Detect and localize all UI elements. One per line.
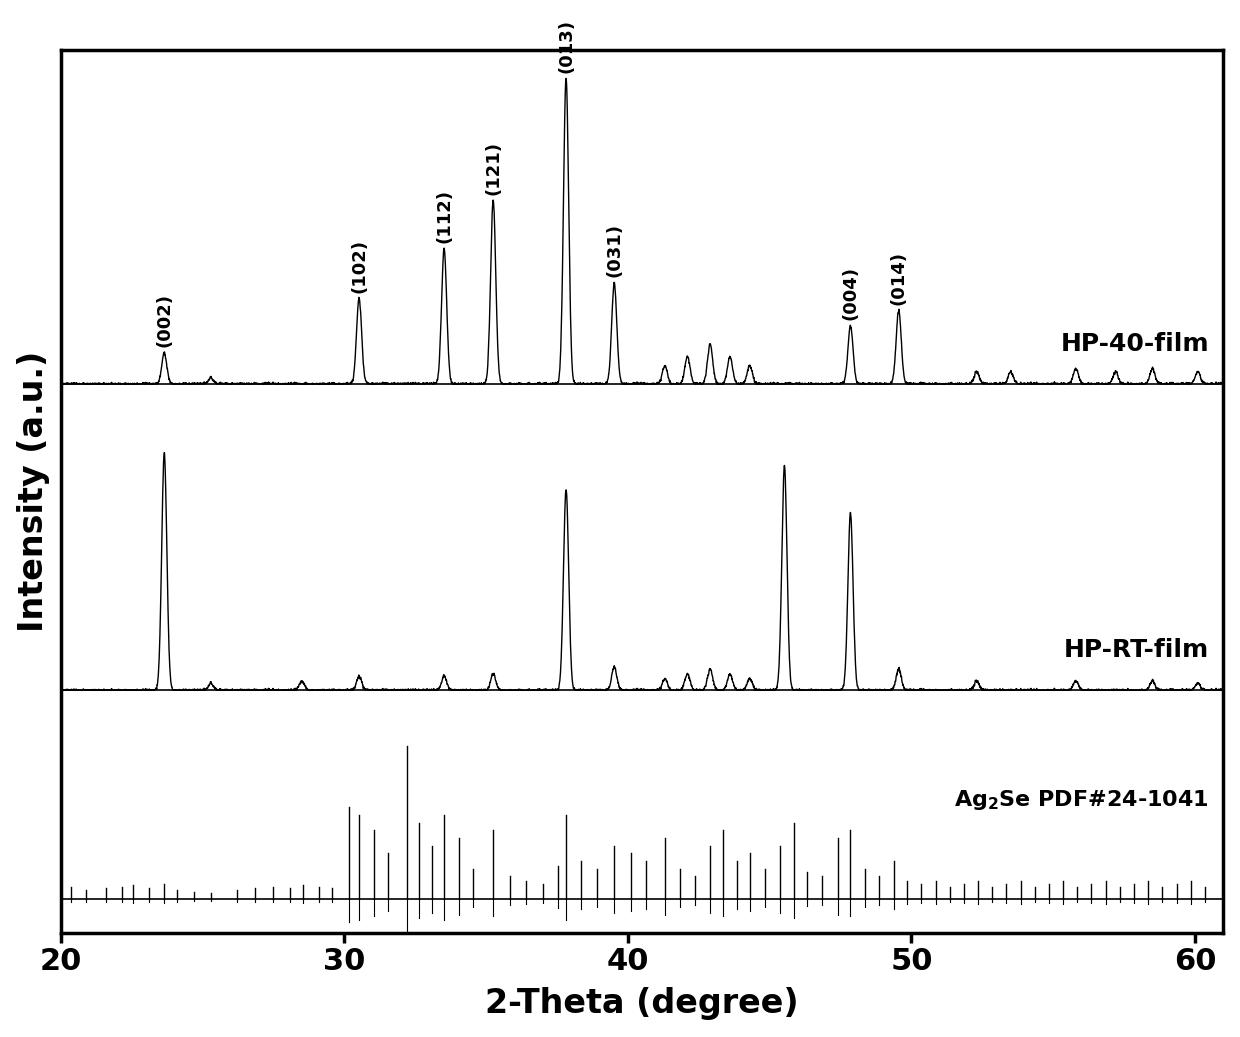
- Text: (121): (121): [484, 140, 502, 195]
- Text: (002): (002): [155, 292, 174, 346]
- Text: (014): (014): [889, 251, 908, 306]
- Y-axis label: Intensity (a.u.): Intensity (a.u.): [16, 351, 50, 632]
- Text: (112): (112): [435, 189, 453, 243]
- X-axis label: 2-Theta (degree): 2-Theta (degree): [485, 987, 799, 1020]
- Text: HP-40-film: HP-40-film: [1060, 332, 1209, 356]
- Text: (031): (031): [605, 223, 624, 277]
- Text: (004): (004): [842, 265, 859, 319]
- Text: HP-RT-film: HP-RT-film: [1064, 639, 1209, 663]
- Text: Ag$_2$Se PDF#24-1041: Ag$_2$Se PDF#24-1041: [955, 788, 1209, 812]
- Text: (013): (013): [557, 19, 575, 73]
- Text: (102): (102): [350, 239, 368, 292]
